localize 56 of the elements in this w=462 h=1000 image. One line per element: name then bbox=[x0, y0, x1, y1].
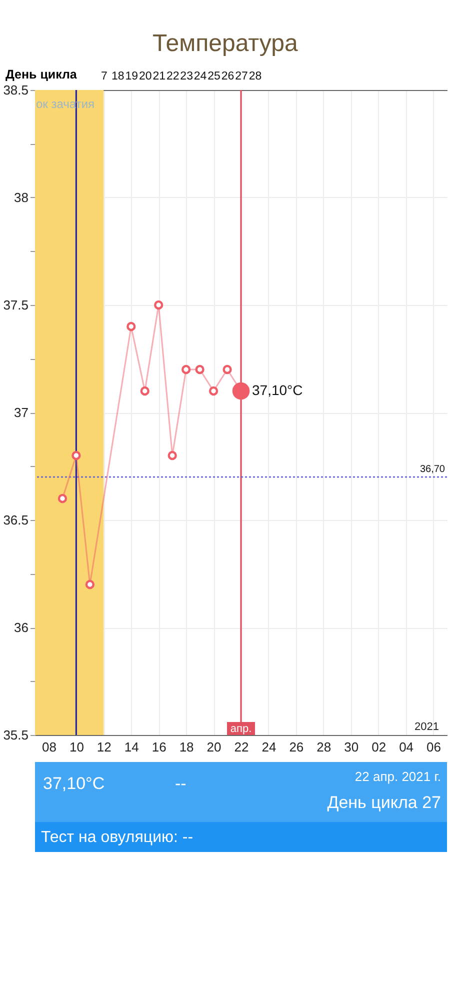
x2-tick-label: 25 bbox=[208, 70, 220, 82]
point bbox=[140, 386, 150, 396]
text: 22 апр. 2021 г. bbox=[354, 769, 441, 784]
x2-tick-label: 19 bbox=[125, 70, 138, 82]
x2-tick-label: 26 bbox=[221, 70, 234, 82]
x2-tick-label: 18 bbox=[112, 70, 124, 82]
data-label: 37,10°C bbox=[252, 382, 303, 398]
point bbox=[208, 386, 218, 396]
x-tick-label: 16 bbox=[152, 740, 166, 754]
x-tick-label: 02 bbox=[372, 740, 386, 754]
text: -- bbox=[175, 774, 186, 793]
annotation: 2021 bbox=[414, 721, 439, 733]
x-tick-label: 22 bbox=[234, 740, 249, 754]
point bbox=[168, 450, 177, 460]
y-tick-label: 36.5 bbox=[3, 512, 28, 528]
x2-axis-title: День цикла bbox=[6, 68, 78, 82]
x2-tick-label: 23 bbox=[180, 70, 193, 82]
x-tick-label: 12 bbox=[96, 740, 112, 754]
x2-tick-label: 21 bbox=[152, 70, 166, 82]
chart-title: Температура bbox=[152, 30, 298, 57]
y-tick-label: 38.5 bbox=[3, 82, 28, 98]
text: Тест на овуляцию: -- bbox=[41, 829, 194, 846]
point bbox=[182, 364, 191, 374]
x-tick-label: 04 bbox=[399, 740, 414, 754]
point bbox=[154, 300, 164, 310]
x-tick-label: 14 bbox=[124, 740, 139, 754]
point bbox=[126, 322, 136, 332]
ref-line-label: 36,70 bbox=[420, 464, 446, 475]
x-tick-label: 06 bbox=[426, 740, 441, 754]
x-tick-label: 24 bbox=[262, 740, 276, 754]
y-tick-label: 37 bbox=[14, 405, 28, 420]
point bbox=[195, 364, 204, 374]
point bbox=[85, 580, 94, 590]
x2-tick-label: 27 bbox=[235, 70, 248, 82]
x2-tick-label: 28 bbox=[248, 70, 262, 82]
y-tick-label: 37.5 bbox=[3, 298, 28, 312]
point bbox=[222, 364, 232, 374]
x-tick-label: 28 bbox=[316, 740, 332, 754]
x-tick-label: 20 bbox=[206, 740, 222, 754]
x-tick-label: 18 bbox=[179, 740, 194, 754]
x2-tick-label: 22 bbox=[166, 70, 180, 82]
x2-tick-label: 7 bbox=[100, 70, 108, 82]
x2-tick-label: 20 bbox=[138, 70, 152, 82]
text: День цикла 27 bbox=[327, 793, 441, 812]
point bbox=[58, 494, 68, 504]
x-tick-label: 08 bbox=[42, 740, 56, 754]
y-tick-label: 38 bbox=[14, 190, 28, 205]
y-tick-label: 35.5 bbox=[3, 728, 28, 742]
x2-tick-label: 24 bbox=[194, 70, 208, 82]
text: 37,10°C bbox=[43, 774, 105, 793]
ref-line-label: апр. bbox=[230, 723, 252, 735]
x-tick-label: 30 bbox=[344, 740, 359, 754]
x-tick-label: 10 bbox=[69, 740, 84, 754]
point bbox=[72, 450, 81, 460]
y-tick-label: 36 bbox=[14, 620, 28, 635]
x-tick-label: 26 bbox=[289, 740, 304, 754]
